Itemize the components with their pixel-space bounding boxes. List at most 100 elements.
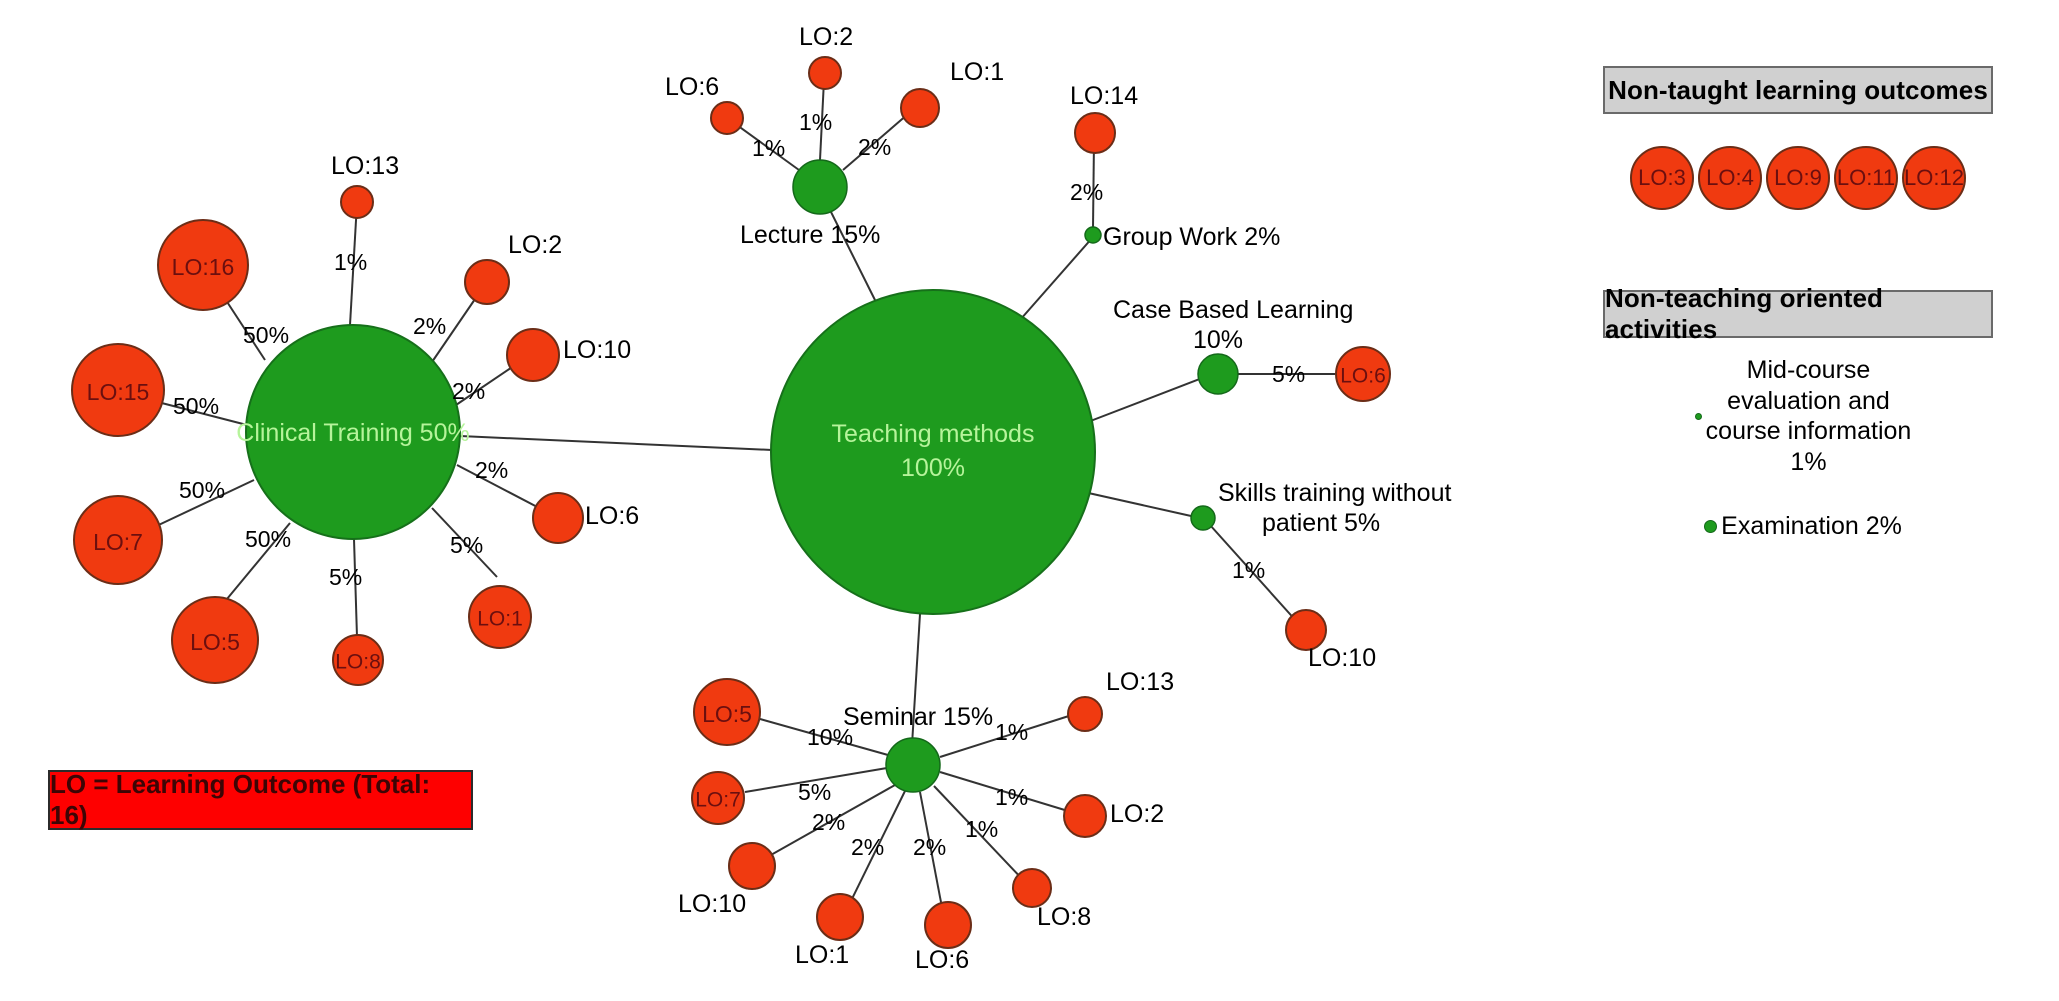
label-clinical-lo10: LO:10	[563, 336, 631, 364]
node-seminar[interactable]	[885, 737, 941, 793]
node-seminar-lo1[interactable]	[816, 893, 864, 941]
edge-clinical-lo13	[349, 202, 358, 326]
weight-seminar-lo5: 10%	[807, 724, 853, 750]
edge-lecture-lo2	[819, 79, 825, 161]
weight-lecture-lo2: 1%	[799, 109, 832, 135]
edge-skills-lo10	[1209, 524, 1299, 624]
legend-lo-3[interactable]: LO:3	[1630, 146, 1694, 210]
weight-seminar-lo8: 1%	[965, 816, 998, 842]
green-dot-icon	[1694, 412, 1702, 420]
cluster-case-based-learning: Case Based Learning 10% LO:6 5%	[1113, 296, 1391, 402]
label-group-work: Group Work 2%	[1103, 223, 1280, 251]
legend-lo-9[interactable]: LO:9	[1766, 146, 1830, 210]
node-clinical-training[interactable]	[245, 324, 461, 540]
node-seminar-lo7-label: LO:7	[695, 789, 741, 812]
non-teaching-legend-items: Mid-course evaluation and course informati…	[1603, 355, 2003, 576]
edge-center-seminar	[911, 613, 921, 746]
node-clinical-lo1[interactable]	[468, 585, 532, 649]
label-group-lo14: LO:14	[1070, 82, 1138, 110]
node-clinical-lo8[interactable]	[332, 634, 384, 686]
node-teaching-methods[interactable]	[770, 289, 1096, 615]
center-node-group: Teaching methods 100%	[770, 289, 1096, 615]
node-case-lo6-label: LO:6	[1340, 365, 1386, 388]
legend-lo-12[interactable]: LO:12	[1902, 146, 1966, 210]
weight-seminar-lo1: 2%	[851, 834, 884, 860]
weight-clinical-lo5: 50%	[245, 526, 291, 552]
node-clinical-lo13[interactable]	[340, 185, 374, 219]
node-seminar-lo7[interactable]	[691, 771, 745, 825]
activity-examination-label: Examination 2%	[1721, 512, 1902, 540]
activity-line-4: 1%	[1790, 447, 1827, 476]
edge-clinical-lo1	[431, 507, 498, 578]
label-clinical-lo2: LO:2	[508, 231, 562, 259]
label-clinical-lo13: LO:13	[331, 152, 399, 180]
node-seminar-lo5[interactable]	[693, 678, 761, 746]
label-seminar-lo2: LO:2	[1110, 800, 1164, 828]
node-clinical-lo10[interactable]	[506, 328, 560, 382]
weight-clinical-lo2: 2%	[413, 313, 446, 339]
weight-clinical-lo7: 50%	[179, 477, 225, 503]
node-lecture-lo2[interactable]	[808, 56, 842, 90]
node-seminar-lo10[interactable]	[728, 842, 776, 890]
non-teaching-legend-title: Non-teaching oriented activities	[1605, 283, 1883, 344]
node-clinical-lo15[interactable]	[71, 343, 165, 437]
activity-line-1: Mid-course	[1746, 356, 1871, 384]
label-seminar-lo10: LO:10	[678, 890, 746, 918]
cluster-lecture: Lecture 15% LO:6 LO:2 LO:1 1% 1% 2%	[665, 23, 1004, 249]
label-case-based-learning-l2: 10%	[1193, 326, 1243, 354]
node-group-work[interactable]	[1084, 226, 1102, 244]
lo-definition-banner: LO = Learning Outcome (Total: 16)	[48, 769, 473, 830]
node-case-based-learning[interactable]	[1197, 353, 1239, 395]
edge-seminar-lo5	[759, 718, 889, 756]
edge-center-case	[1079, 374, 1211, 426]
cluster-clinical-training: Clinical Training 50% LO:16 LO:13 LO:2 L…	[71, 152, 639, 686]
label-skills-training-l1: Skills training without	[1218, 479, 1451, 507]
edge-clinical-lo15	[149, 399, 248, 426]
node-clinical-lo5-label: LO:5	[190, 629, 240, 655]
label-seminar: Seminar 15%	[843, 703, 993, 731]
node-clinical-lo5[interactable]	[171, 596, 259, 684]
node-teaching-methods-label-l1: Teaching methods	[832, 420, 1035, 448]
edge-center-group	[1019, 236, 1094, 321]
label-lecture: Lecture 15%	[740, 221, 880, 249]
node-clinical-lo7[interactable]	[73, 495, 163, 585]
activity-mid-course-evaluation[interactable]: Mid-course evaluation and course informati…	[1603, 355, 2003, 477]
node-group-lo14[interactable]	[1074, 112, 1116, 154]
node-seminar-lo8[interactable]	[1012, 868, 1052, 908]
edge-clinical-lo6	[456, 464, 544, 511]
node-skills-training[interactable]	[1190, 505, 1216, 531]
activity-examination[interactable]: Examination 2%	[1603, 511, 2003, 542]
node-seminar-lo5-label: LO:5	[702, 701, 752, 727]
weight-group-lo14: 2%	[1070, 179, 1103, 205]
label-skills-lo10: LO:10	[1308, 644, 1376, 672]
node-clinical-lo6[interactable]	[532, 492, 584, 544]
edge-lecture-lo1	[842, 113, 909, 171]
node-lecture[interactable]	[792, 159, 848, 215]
weight-lecture-lo1: 2%	[858, 134, 891, 160]
label-clinical-lo6: LO:6	[585, 502, 639, 530]
edge-seminar-lo13	[939, 714, 1073, 758]
node-clinical-lo16[interactable]	[157, 219, 249, 311]
non-taught-legend-header: Non-taught learning outcomes	[1603, 66, 1993, 114]
node-skills-lo10[interactable]	[1285, 609, 1327, 651]
node-clinical-lo2[interactable]	[464, 259, 510, 305]
node-case-lo6[interactable]	[1335, 346, 1391, 402]
label-seminar-lo6: LO:6	[915, 946, 969, 974]
node-lecture-lo1[interactable]	[900, 88, 940, 128]
legend-lo-4[interactable]: LO:4	[1698, 146, 1762, 210]
weight-clinical-lo10: 2%	[452, 378, 485, 404]
weight-seminar-lo7: 5%	[798, 779, 831, 805]
edge-center-clinical	[459, 435, 773, 451]
node-seminar-lo2[interactable]	[1063, 794, 1107, 838]
legend-lo-11[interactable]: LO:11	[1834, 146, 1898, 210]
activity-mid-course-evaluation-label: Mid-course evaluation and course informati…	[1706, 355, 1912, 477]
node-seminar-lo13[interactable]	[1067, 696, 1103, 732]
label-seminar-lo13: LO:13	[1106, 668, 1174, 696]
cluster-skills-training: Skills training without patient 5% LO:10…	[1190, 479, 1451, 672]
node-seminar-lo6[interactable]	[924, 901, 972, 949]
label-seminar-lo1: LO:1	[795, 941, 849, 969]
edge-clinical-lo7	[147, 479, 255, 531]
node-lecture-lo6[interactable]	[710, 101, 744, 135]
node-clinical-training-label: Clinical Training 50%	[236, 419, 469, 447]
